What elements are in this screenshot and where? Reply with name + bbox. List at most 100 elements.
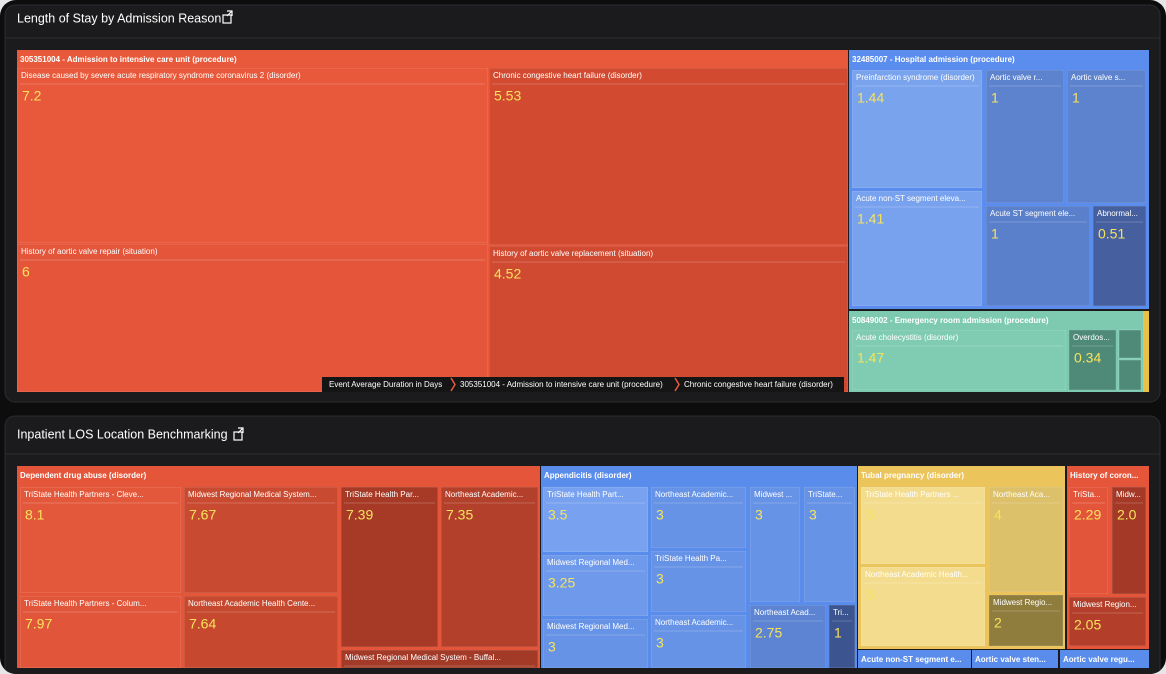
external-link-icon[interactable] <box>233 427 244 441</box>
tile-value: 7.2 <box>22 88 42 104</box>
tile-value: 3 <box>656 635 664 651</box>
tile-value: 5 <box>866 587 874 603</box>
tile-label: TriState Health Part... <box>547 490 624 499</box>
tile-value: 0.34 <box>1074 350 1101 366</box>
tile-value: 5 <box>866 507 874 523</box>
group-header: Appendicitis (disorder) <box>544 471 632 480</box>
tile-value: 1 <box>834 625 842 641</box>
tile: Northeast Academic Health Cente... 7.64 <box>184 596 338 668</box>
tile-value: 1 <box>1072 90 1080 106</box>
tile-rect <box>989 487 1063 592</box>
tile: Midwest Regional Med... 3 <box>543 619 648 668</box>
small-tile <box>1118 329 1142 359</box>
tile-rect <box>184 596 338 668</box>
tile-value: 3 <box>809 507 817 523</box>
tile-rect <box>750 605 826 668</box>
tile-value: 7.67 <box>189 507 216 523</box>
tile-value: 3 <box>656 507 664 523</box>
tile-value: 6 <box>22 264 30 280</box>
tile-rect <box>989 595 1063 646</box>
group-area <box>972 650 1058 668</box>
tile: Aortic valve s... 1 <box>1067 70 1146 203</box>
tile-rect <box>341 650 538 668</box>
tile: Midwest Regional Medical System... 7.67 <box>184 487 338 593</box>
tile-value: 1 <box>991 90 999 106</box>
treemap-group: 32485007 - Hospital admission (procedure… <box>849 50 1149 309</box>
tile-rect <box>489 68 848 245</box>
tile-label: Acute cholecystitis (disorder) <box>856 333 959 342</box>
tile-rect <box>543 487 648 552</box>
tile: Acute ST segment ele... 1 <box>986 206 1090 306</box>
tile: Overdos... 0.34 <box>1069 330 1116 390</box>
treemap-group: History of coron... TriSta... 2.29 Midw... 2… <box>1067 466 1149 649</box>
breadcrumb-item: Event Average Duration in Days <box>329 380 442 389</box>
tile-label: Midwest Regional Medical System - Buffal… <box>345 653 501 662</box>
tile-label: Northeast Academic Health Cente... <box>188 599 315 608</box>
tile-rect <box>1067 70 1146 203</box>
tile-rect <box>1112 487 1146 594</box>
tile-label: Midwest Regio... <box>993 598 1052 607</box>
tile-label: Northeast Academic... <box>655 490 733 499</box>
tile-value: 2.05 <box>1074 617 1101 633</box>
tile-value: 7.64 <box>189 616 216 632</box>
tile: Northeast Acad... 2.75 <box>750 605 826 668</box>
tile: Northeast Academic Health... 5 <box>861 567 985 646</box>
tile: TriState Health Partners ... 5 <box>861 487 985 564</box>
treemap-group: Dependent drug abuse (disorder) TriState … <box>17 466 540 668</box>
tile-label: Tri... <box>833 608 849 617</box>
breadcrumb: Event Average Duration in Days 305351004 … <box>322 377 844 392</box>
tile-value: 4 <box>994 507 1002 523</box>
panel-title: Length of Stay by Admission Reason <box>17 11 221 25</box>
tile-value: 5.53 <box>494 88 521 104</box>
treemap-group: Acute non-ST segment e... <box>858 650 971 668</box>
external-link-icon[interactable] <box>222 10 233 24</box>
tile-label: Midwest Regional Med... <box>547 622 635 631</box>
tile: Disease caused by severe acute respirato… <box>17 68 488 243</box>
tile-label: Disease caused by severe acute respirato… <box>21 71 301 80</box>
tile-label: Acute ST segment ele... <box>990 209 1075 218</box>
tile-rect <box>17 244 488 392</box>
tile: Midw... 2.0 <box>1112 487 1146 594</box>
group-header: Tubal pregnancy (disorder) <box>861 471 964 480</box>
tile: TriSta... 2.29 <box>1069 487 1108 594</box>
tile-rect <box>20 596 181 668</box>
group-header: History of coron... <box>1070 471 1138 480</box>
tile-label: Northeast Academic Health... <box>865 570 969 579</box>
group-header: Aortic valve sten... <box>975 655 1046 664</box>
tile-rect <box>1069 597 1146 646</box>
tile: History of aortic valve replacement (sit… <box>489 246 848 392</box>
tile: Acute non-ST segment eleva... 1.41 <box>852 191 982 306</box>
tile-rect <box>852 330 1066 390</box>
panel-title: Inpatient LOS Location Benchmarking <box>17 427 228 441</box>
tile: Northeast Aca... 4 <box>989 487 1063 592</box>
group-header: 50849002 - Emergency room admission (pro… <box>852 316 1049 325</box>
tile: Acute cholecystitis (disorder) 1.47 <box>852 330 1066 390</box>
treemap-group: 305351004 - Admission to intensive care … <box>17 50 848 392</box>
breadcrumb-chevron <box>674 377 680 392</box>
tile-value: 7.35 <box>446 507 473 523</box>
icon-arrow <box>226 10 233 17</box>
tile-value: 1.44 <box>857 90 884 106</box>
tile-label: History of aortic valve replacement (sit… <box>493 249 653 258</box>
tile-value: 8.1 <box>25 507 45 523</box>
tile: Northeast Academic... 3 <box>651 487 746 548</box>
tile-value: 7.97 <box>25 616 52 632</box>
tile-rect <box>489 246 848 392</box>
treemap-group: 50849002 - Emergency room admission (pro… <box>849 311 1149 392</box>
treemap-group: Appendicitis (disorder) TriState Health P… <box>541 466 857 668</box>
tile-label: TriSta... <box>1073 490 1101 499</box>
tile-rect <box>804 487 855 602</box>
group-header: Dependent drug abuse (disorder) <box>20 471 147 480</box>
tile-label: TriState Health Partners - Cleve... <box>24 490 144 499</box>
tile-label: History of aortic valve repair (situatio… <box>21 247 158 256</box>
tile-value: 0.51 <box>1098 226 1125 242</box>
tile: Northeast Academic... 7.35 <box>441 487 538 647</box>
tile: Preinfarction syndrome (disorder) 1.44 <box>852 70 982 188</box>
tile: Abnormal... 0.51 <box>1093 206 1146 306</box>
tile-label: Midw... <box>1116 490 1141 499</box>
group-header: Aortic valve regu... <box>1063 655 1135 664</box>
tile: TriState Health Pa... 3 <box>651 551 746 612</box>
tile-label: TriState Health Partners ... <box>865 490 959 499</box>
